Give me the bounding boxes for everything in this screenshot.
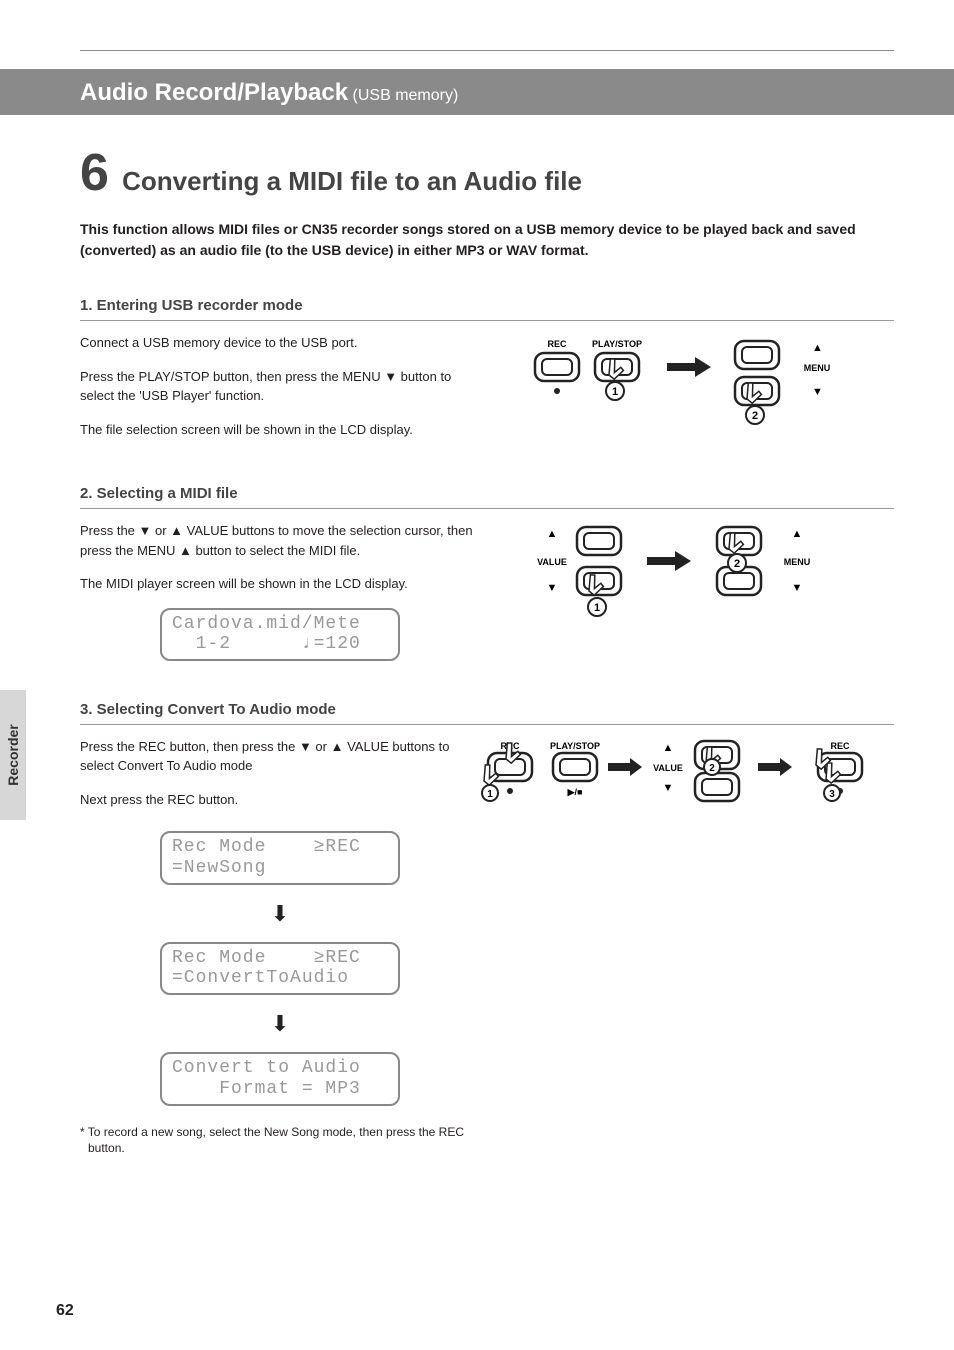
section1-p2: Press the PLAY/STOP button, then press t… [80, 367, 480, 406]
value-dn-tri: ▼ [547, 582, 558, 594]
intro-paragraph: This function allows MIDI files or CN35 … [80, 219, 894, 261]
section1-p3: The file selection screen will be shown … [80, 420, 480, 440]
chapter-heading: 6 Converting a MIDI file to an Audio fil… [80, 143, 894, 203]
menu-label: MENU [804, 363, 831, 373]
arrow-right-3a [608, 758, 642, 776]
section1-figure: REC PLAY/STOP 1 ▲ MENU [480, 333, 894, 433]
svg-text:1: 1 [594, 602, 600, 614]
section2-rule [80, 508, 894, 509]
lcd-recmode-convert: Rec Mode ≥REC =ConvertToAudio [160, 942, 400, 995]
section-banner: Audio Record/Playback (USB memory) [0, 69, 954, 115]
section1-rule [80, 320, 894, 321]
section3-p2: Next press the REC button. [80, 790, 480, 810]
section3-text: Press the REC button, then press the ▼ o… [80, 737, 480, 1171]
svg-text:REC: REC [830, 741, 850, 751]
svg-text:▲: ▲ [663, 742, 674, 754]
button-diagram-1: REC PLAY/STOP 1 ▲ MENU [507, 333, 867, 433]
banner-title: Audio Record/Playback [80, 79, 348, 106]
section3-figure: REC 1 PLAY/STOP ▶/■ ▲ VALUE ▼ [480, 737, 900, 827]
section3-rule [80, 724, 894, 725]
section2-figure: ▲ VALUE ▼ 1 ▲ MENU [480, 521, 894, 631]
lcd-line1: Cardova.mid/Mete [172, 614, 361, 634]
lcd-recmode-newsong: Rec Mode ≥REC =NewSong [160, 831, 400, 884]
section3-footnote: * To record a new song, select the New S… [80, 1124, 480, 1158]
section1-p1: Connect a USB memory device to the USB p… [80, 333, 480, 353]
lcd-display-midi: Cardova.mid/Mete 1-2 ♩=120 [160, 608, 400, 661]
value-label: VALUE [537, 557, 567, 567]
arrow-right-1 [667, 357, 711, 377]
menu-label-2: MENU [784, 557, 811, 567]
rec-label: REC [547, 339, 567, 349]
down-arrow-icon: ⬇ [271, 897, 289, 930]
down-arrow-icon: ⬇ [271, 1007, 289, 1040]
lcd-stack: Rec Mode ≥REC =NewSong ⬇ Rec Mode ≥REC =… [80, 823, 480, 1113]
svg-text:1: 1 [487, 789, 493, 800]
lcd-line2: 1-2 ♩=120 [172, 634, 361, 654]
svg-text:PLAY/STOP: PLAY/STOP [550, 741, 600, 751]
section1-body: Connect a USB memory device to the USB p… [80, 333, 894, 453]
section3-body: Press the REC button, then press the ▼ o… [80, 737, 894, 1171]
lcd-convert-format: Convert to Audio Format = MP3 [160, 1052, 400, 1105]
arrow-right-3b [758, 758, 792, 776]
playstop-icon: ▶/■ [567, 787, 583, 797]
section2-text: Press the ▼ or ▲ VALUE buttons to move t… [80, 521, 480, 669]
step-num-2: 2 [752, 410, 758, 422]
section2-body: Press the ▼ or ▲ VALUE buttons to move t… [80, 521, 894, 669]
value-up-tri: ▲ [547, 528, 558, 540]
rec-led [554, 388, 560, 394]
section3-heading: 3. Selecting Convert To Audio mode [80, 701, 894, 718]
playstop-label: PLAY/STOP [592, 339, 642, 349]
section1-heading: 1. Entering USB recorder mode [80, 297, 894, 314]
arrow-right-2 [647, 551, 691, 571]
section2-heading: 2. Selecting a MIDI file [80, 485, 894, 502]
page-number: 62 [56, 1302, 74, 1320]
svg-text:VALUE: VALUE [653, 763, 683, 773]
page: Audio Record/Playback (USB memory) 6 Con… [0, 0, 954, 1350]
svg-text:▼: ▼ [792, 582, 803, 594]
svg-text:▲: ▲ [792, 528, 803, 540]
svg-text:2: 2 [734, 558, 740, 570]
button-diagram-2: ▲ VALUE ▼ 1 ▲ MENU [507, 521, 867, 631]
menu-dn-tri: ▼ [812, 386, 823, 398]
svg-text:2: 2 [709, 763, 715, 774]
section2-p1: Press the ▼ or ▲ VALUE buttons to move t… [80, 521, 480, 560]
chapter-number: 6 [80, 144, 109, 202]
step-num-1: 1 [612, 386, 618, 398]
section1-text: Connect a USB memory device to the USB p… [80, 333, 480, 453]
svg-text:3: 3 [829, 789, 835, 800]
menu-up-tri: ▲ [812, 342, 823, 354]
button-diagram-3: REC 1 PLAY/STOP ▶/■ ▲ VALUE ▼ [480, 737, 900, 827]
svg-text:▼: ▼ [663, 782, 674, 794]
top-rule [80, 50, 894, 51]
banner-subtitle: (USB memory) [348, 87, 458, 104]
section3-p1: Press the REC button, then press the ▼ o… [80, 737, 480, 776]
section2-p2: The MIDI player screen will be shown in … [80, 574, 480, 594]
chapter-title: Converting a MIDI file to an Audio file [115, 166, 582, 196]
